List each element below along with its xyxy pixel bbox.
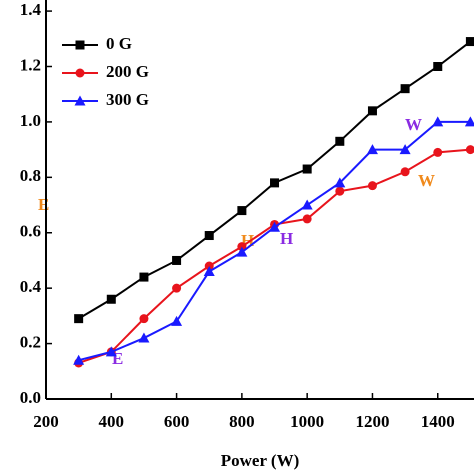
- x-tick-label: 200: [33, 412, 59, 431]
- marker: [302, 164, 312, 174]
- marker: [74, 95, 86, 106]
- marker: [139, 272, 149, 282]
- marker: [105, 346, 117, 357]
- marker: [75, 40, 85, 50]
- y-tick-label: 0.8: [20, 166, 41, 185]
- marker: [400, 167, 410, 177]
- annotation: W: [418, 171, 435, 190]
- x-tick-label: 1400: [421, 412, 455, 431]
- marker: [204, 261, 214, 271]
- marker: [433, 62, 443, 71]
- y-tick-label: 1.2: [20, 55, 41, 74]
- marker: [138, 332, 150, 343]
- x-tick-label: 1200: [355, 412, 389, 431]
- marker: [301, 199, 313, 210]
- legend-label: 200 G: [106, 62, 149, 81]
- marker: [269, 221, 281, 232]
- annotation: E: [112, 349, 123, 368]
- legend-label: 0 G: [106, 34, 132, 53]
- y-tick-label: 1.0: [20, 111, 41, 130]
- marker: [464, 116, 474, 127]
- legend-label: 300 G: [106, 90, 149, 109]
- x-tick-label: 800: [229, 412, 255, 431]
- marker: [106, 294, 116, 304]
- annotation: W: [405, 115, 422, 134]
- marker: [236, 246, 248, 257]
- marker: [433, 147, 443, 157]
- marker: [237, 206, 247, 216]
- y-tick-label: 0.6: [20, 222, 41, 241]
- marker: [75, 68, 85, 78]
- y-tick-label: 1.4: [20, 0, 42, 19]
- marker: [302, 214, 312, 224]
- marker: [465, 37, 474, 47]
- y-tick-label: 0.0: [20, 388, 41, 407]
- x-tick-label: 400: [99, 412, 125, 431]
- marker: [399, 144, 411, 155]
- annotation: E: [38, 195, 49, 214]
- y-tick-label: 0.4: [20, 277, 42, 296]
- marker: [203, 266, 215, 277]
- marker: [172, 283, 182, 293]
- x-axis-label: Power (W): [221, 451, 300, 470]
- marker: [74, 314, 84, 324]
- marker: [367, 106, 377, 116]
- marker: [237, 242, 247, 252]
- x-tick-label: 600: [164, 412, 190, 431]
- marker: [139, 314, 149, 324]
- marker: [400, 84, 410, 94]
- marker: [366, 144, 378, 155]
- marker: [335, 186, 345, 196]
- marker: [171, 315, 183, 326]
- marker: [270, 178, 280, 188]
- marker: [204, 231, 214, 241]
- marker: [465, 145, 474, 155]
- marker: [172, 255, 182, 265]
- marker: [335, 136, 345, 146]
- y-tick-label: 0.2: [20, 332, 41, 351]
- marker: [334, 177, 346, 188]
- annotation: H: [280, 229, 293, 248]
- marker: [432, 116, 444, 127]
- x-tick-label: 1000: [290, 412, 324, 431]
- marker: [367, 181, 377, 191]
- marker: [73, 354, 85, 365]
